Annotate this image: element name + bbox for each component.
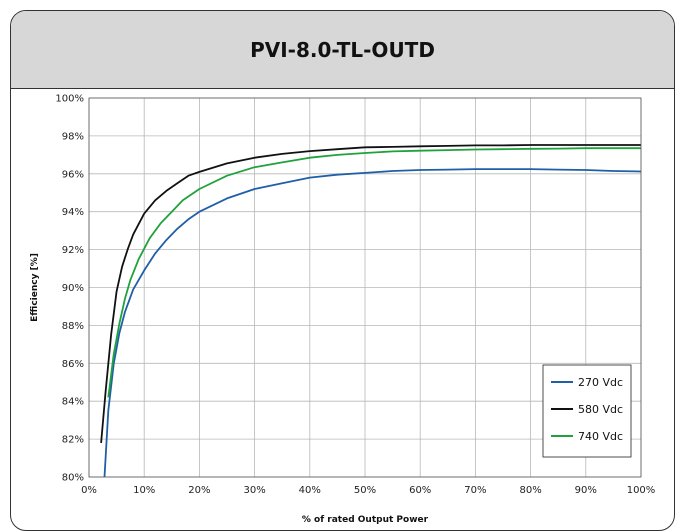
y-tick-label: 92%: [62, 245, 84, 256]
legend: 270 Vdc 580 Vdc 740 Vdc: [542, 364, 632, 458]
x-tick-label: 70%: [464, 485, 486, 496]
x-tick-label: 80%: [519, 485, 541, 496]
legend-entry-label: 580 Vdc: [578, 403, 623, 416]
x-tick-label: 50%: [354, 485, 376, 496]
series-line-270-vdc: [103, 168, 642, 478]
y-tick-label: 94%: [62, 207, 84, 218]
series-line-580-vdc: [100, 144, 641, 443]
series-line-740-vdc: [107, 147, 641, 398]
legend-entry-label: 740 Vdc: [578, 430, 623, 443]
y-tick-label: 82%: [62, 435, 84, 446]
plot-border: [88, 97, 642, 478]
y-tick-label: 90%: [62, 283, 84, 294]
x-tick-label: 0%: [81, 485, 97, 496]
x-tick-label: 30%: [243, 485, 265, 496]
x-axis-label: % of rated Output Power: [302, 515, 429, 525]
y-tick-label: 100%: [55, 94, 84, 105]
y-tick-label: 88%: [62, 321, 84, 332]
x-tick-labels: 0% 10% 20% 30% 40% 50% 60% 70% 80% 90% 100%: [81, 485, 655, 496]
y-axis-label: Efficiency [%]: [30, 253, 40, 322]
y-tick-label: 98%: [62, 131, 84, 142]
x-tick-label: 60%: [409, 485, 431, 496]
legend-entry-label: 270 Vdc: [578, 376, 623, 389]
y-tick-label: 84%: [62, 397, 84, 408]
chart-header: PVI-8.0-TL-OUTD: [11, 11, 674, 89]
x-tick-label: 20%: [188, 485, 210, 496]
x-tick-label: 90%: [575, 485, 597, 496]
legend-box: [542, 364, 632, 458]
y-tick-labels: 80% 82% 84% 86% 88% 90% 92% 94% 96% 98% 100%: [55, 94, 84, 484]
y-tick-label: 80%: [62, 473, 84, 484]
series-lines: [100, 144, 642, 478]
chart-title: PVI-8.0-TL-OUTD: [250, 38, 435, 62]
y-tick-label: 86%: [62, 359, 84, 370]
x-tick-label: 40%: [299, 485, 321, 496]
x-tick-label: 100%: [627, 485, 656, 496]
x-tick-label: 10%: [133, 485, 155, 496]
y-tick-label: 96%: [62, 169, 84, 180]
